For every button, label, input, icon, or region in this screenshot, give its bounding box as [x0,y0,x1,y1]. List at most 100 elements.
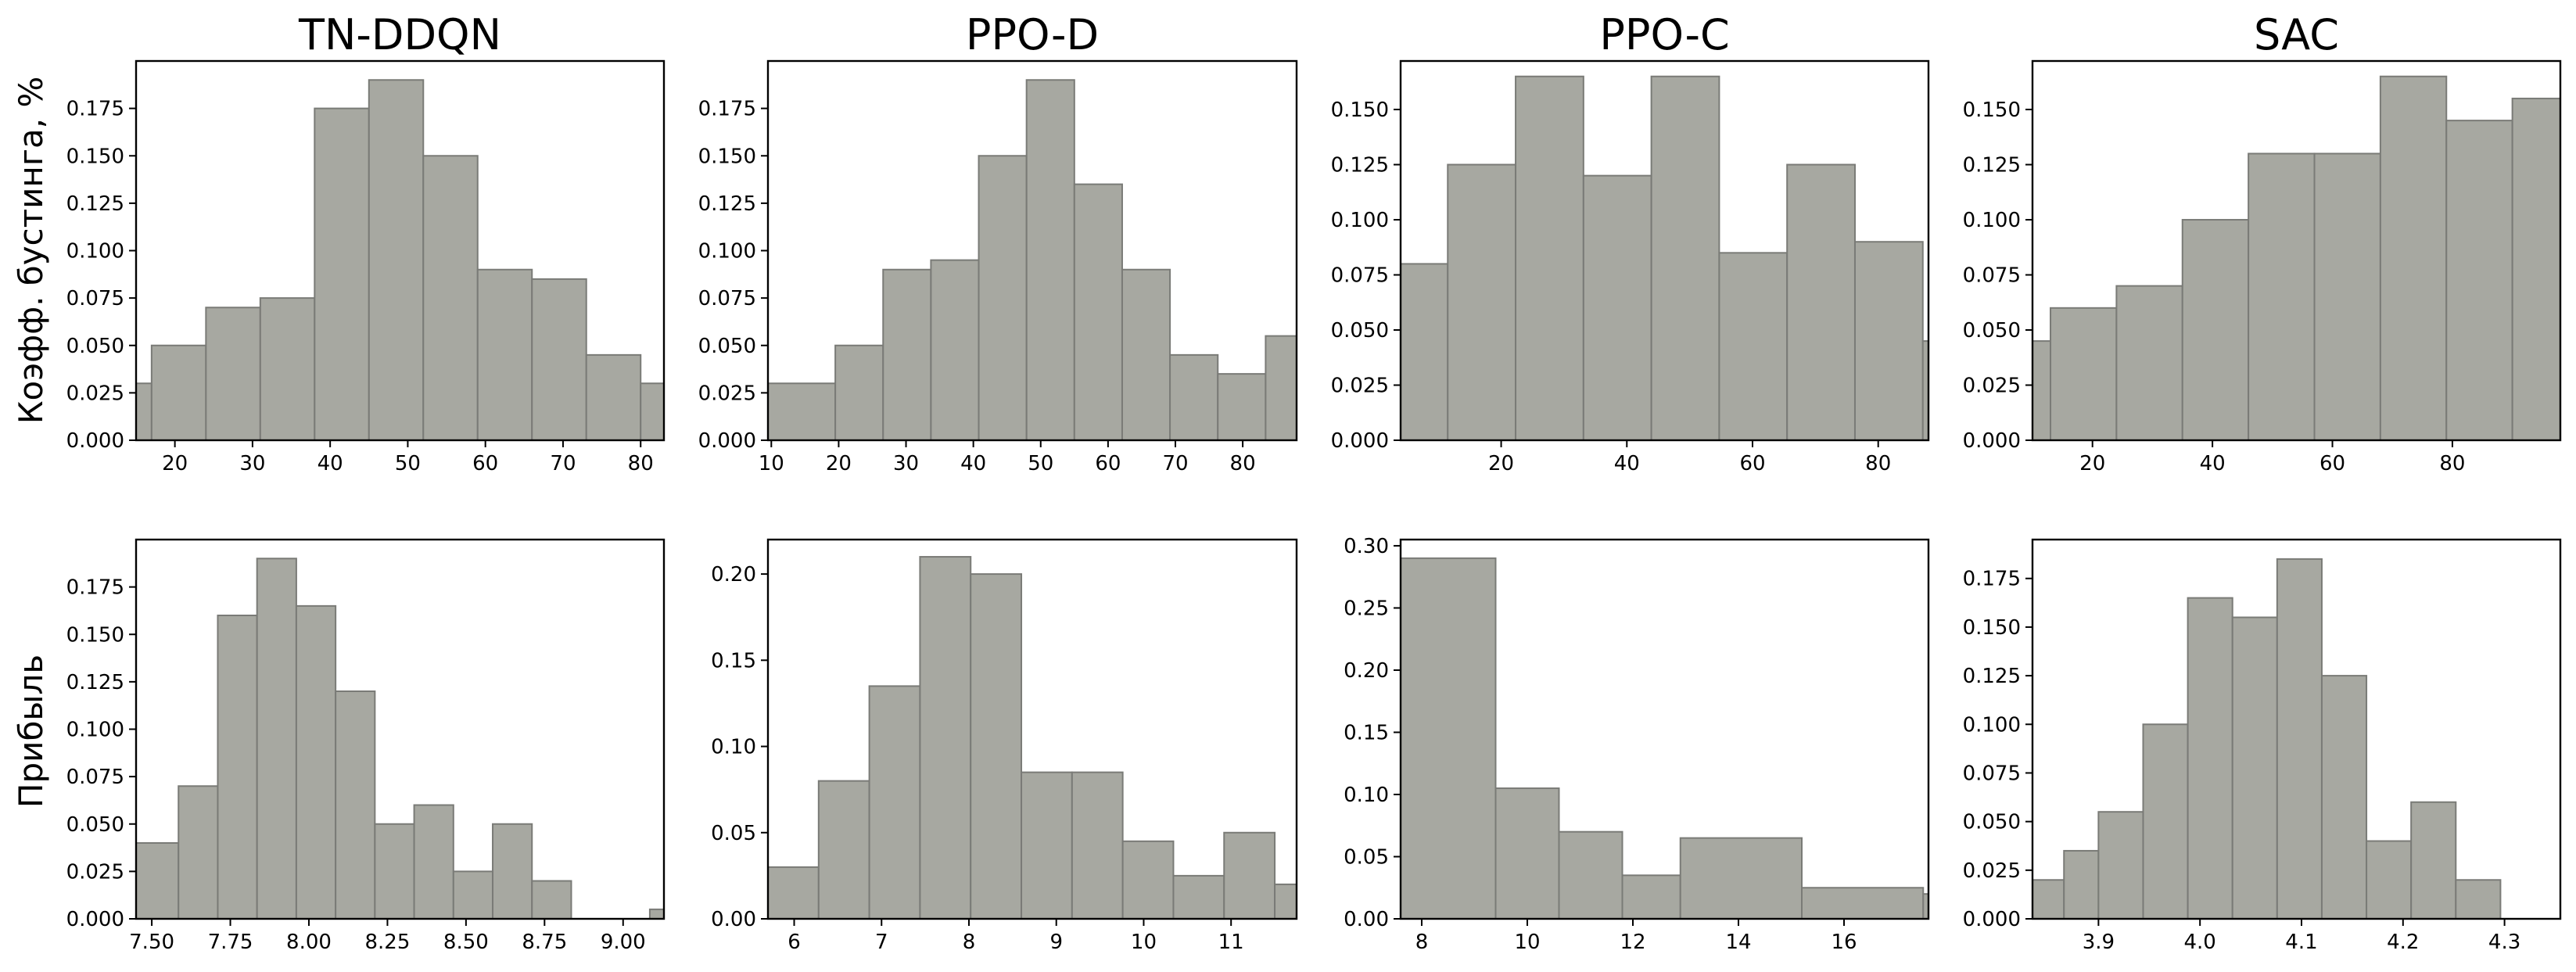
x-tick-label: 8.00 [286,931,332,954]
histogram-bar [2366,840,2413,920]
y-tick-label: 0.025 [1331,375,1389,398]
y-tick-label: 0.050 [1331,319,1389,343]
histogram-bar [205,307,261,441]
histogram-bar [1447,163,1517,441]
histogram-bar [531,278,587,441]
histogram-bar [1274,883,1298,920]
x-tick-label: 30 [239,452,265,475]
histogram-bar [2410,801,2457,920]
histogram-bar [2379,75,2448,441]
y-tick-label: 0.000 [1331,429,1389,453]
x-tick-label: 3.9 [2083,931,2115,954]
y-tick-label: 0.25 [1344,597,1389,620]
y-tick-label: 0.150 [1963,99,2021,122]
histogram-bar [1853,241,1924,441]
histogram-bar [1494,787,1560,920]
histogram-bar [492,823,533,920]
x-tick-label: 9.00 [601,931,646,954]
histogram-bar [1400,263,1449,441]
histogram-bar [2063,849,2100,920]
histogram-panel-3: 20 40 60 80 0.000 0.025 0.050 0.075 0.100 0.125 0.… [1331,59,1930,475]
x-tick-label: 10 [759,452,784,475]
x-tick-label: 60 [2319,452,2345,475]
y-tick-label: 0.150 [66,623,124,647]
histogram-bar [150,344,207,441]
histogram-bar [135,842,180,920]
y-tick-label: 0.125 [66,192,124,216]
y-tick-label: 0.100 [1963,209,2021,232]
axes-frame [2031,538,2562,920]
histogram-bar [1582,174,1652,442]
y-tick-label: 0.050 [1963,319,2021,343]
y-tick-label: 0.125 [698,192,756,216]
histogram-bar [2097,811,2144,920]
x-tick-label: 11 [1218,931,1244,954]
histogram-bar [135,382,152,441]
axes-frame [766,538,1298,920]
histogram-bar [1217,373,1267,441]
histogram-bar [374,823,415,920]
row-label-boosting: Коэфф. бустинга, % [12,77,50,425]
histogram-bar [531,880,572,920]
histogram-bar [930,259,980,441]
y-tick-label: 0.30 [1344,535,1389,558]
x-tick-label: 20 [2079,452,2105,475]
histogram-bar [1400,557,1497,920]
y-tick-label: 0.05 [711,822,756,845]
histogram-bar [1025,79,1075,441]
histogram-bar [256,558,297,920]
x-tick-label: 40 [960,452,986,475]
histogram-panel-1: 20 30 40 50 60 70 80 0.000 0.025 0.050 0.075 0.100 0… [66,59,666,475]
histogram-bar [2142,723,2189,920]
x-tick-label: 16 [1831,931,1857,954]
x-tick-label: 4.0 [2184,931,2216,954]
y-tick-label: 0.175 [66,98,124,121]
histogram-bar [640,382,665,441]
x-tick-label: 9 [1049,931,1063,954]
x-tick-label: 4.1 [2285,931,2317,954]
histogram-bar [1121,268,1171,441]
x-tick-label: 10 [1514,931,1540,954]
y-tick-label: 0.050 [66,813,124,837]
y-tick-label: 0.075 [66,287,124,310]
x-tick-label: 10 [1131,931,1157,954]
y-tick-label: 0.025 [1963,859,2021,883]
y-tick-label: 0.15 [1344,721,1389,744]
histogram-bar [2511,97,2562,442]
x-tick-label: 20 [162,452,188,475]
histogram-bar [1223,831,1276,920]
histogram-bar [259,297,316,441]
y-tick-label: 0.075 [1963,762,2021,785]
y-tick-label: 0.000 [66,429,124,453]
histogram-bar [1073,183,1123,441]
y-tick-label: 0.125 [1963,154,2021,178]
histogram-bar [834,344,884,441]
histogram-bar [978,155,1028,441]
histogram-bar [217,615,258,920]
y-tick-label: 0.150 [1963,616,2021,640]
x-tick-label: 7.75 [208,931,253,954]
histogram-bar [2187,597,2233,920]
histogram-bar [2115,285,2183,441]
x-tick-label: 8.25 [364,931,410,954]
x-tick-label: 80 [628,452,654,475]
x-tick-label: 20 [1488,452,1514,475]
y-tick-label: 0.175 [66,576,124,600]
x-tick-label: 60 [1739,452,1765,475]
y-tick-label: 0.175 [698,98,756,121]
histogram-bar [178,785,219,920]
histogram-panel-6: 6 7 8 9 10 11 0.00 0.05 0.10 0.15 0.20 [711,538,1298,954]
histogram-bar [1515,75,1584,441]
x-tick-label: 14 [1725,931,1751,954]
histogram-bar [2248,152,2316,441]
y-tick-label: 0.025 [66,860,124,884]
histogram-bar [452,870,494,920]
y-tick-label: 0.100 [1331,209,1389,232]
y-tick-label: 0.100 [66,719,124,742]
x-tick-label: 4.3 [2488,931,2520,954]
x-tick-label: 40 [1614,452,1640,475]
y-tick-label: 0.075 [1331,264,1389,288]
y-tick-label: 0.00 [711,908,756,931]
y-tick-label: 0.20 [711,563,756,586]
histogram-bar [2032,879,2065,920]
